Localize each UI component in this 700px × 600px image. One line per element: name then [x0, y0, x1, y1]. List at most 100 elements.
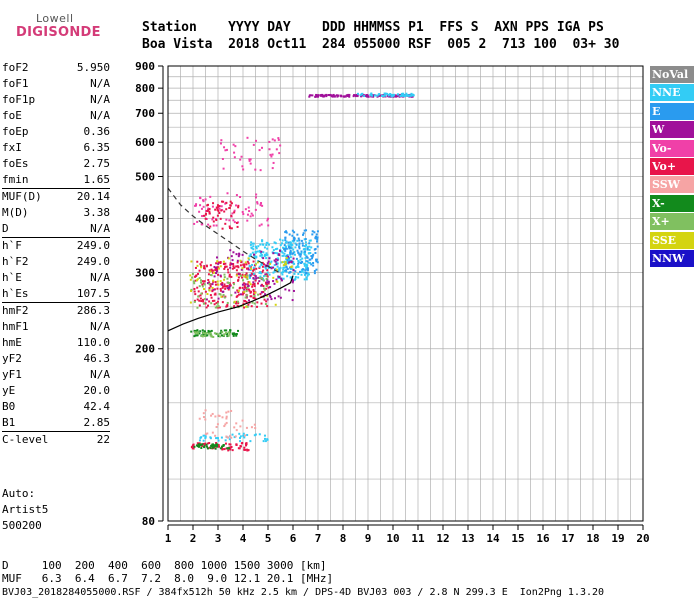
echo-point — [293, 237, 296, 240]
param-name: foF1 — [2, 77, 29, 90]
echo-point — [291, 299, 294, 302]
echo-point — [233, 305, 236, 308]
echo-point — [314, 95, 317, 98]
x-tick-label: 8 — [340, 532, 347, 545]
echo-point — [217, 443, 220, 446]
echo-point — [264, 267, 267, 270]
echo-point — [263, 287, 266, 290]
echo-point — [231, 433, 234, 436]
echo-point — [280, 277, 283, 280]
echo-point — [252, 269, 255, 272]
echo-point — [221, 157, 224, 160]
x-tick-label: 6 — [290, 532, 297, 545]
echo-point — [237, 289, 240, 292]
echo-point — [212, 220, 215, 223]
echo-point — [201, 223, 204, 226]
echo-point — [305, 271, 308, 274]
echo-point — [269, 262, 272, 265]
echo-point — [222, 285, 225, 288]
param-row: foEs 2.75 — [2, 156, 110, 172]
echo-point — [238, 273, 241, 276]
echo-point — [205, 212, 208, 215]
echo-point — [277, 138, 280, 141]
echo-point — [270, 155, 273, 158]
echo-point — [215, 272, 218, 275]
param-row: foF1 N/A — [2, 76, 110, 92]
echo-point — [198, 299, 201, 302]
echo-point — [244, 283, 247, 286]
echo-point — [250, 305, 253, 308]
echo-point — [207, 207, 210, 210]
echo-point — [254, 427, 257, 430]
echo-point — [246, 276, 249, 279]
echo-point — [280, 279, 283, 282]
echo-point — [272, 252, 275, 255]
echo-point — [201, 335, 204, 338]
echo-point — [306, 256, 309, 259]
echo-point — [201, 215, 204, 218]
echo-point — [285, 231, 288, 234]
echo-point — [243, 306, 246, 309]
echo-point — [289, 251, 292, 254]
echo-point — [212, 271, 215, 274]
echo-point — [201, 329, 204, 332]
echo-point — [245, 289, 248, 292]
echo-point — [237, 276, 240, 279]
echo-point — [239, 158, 242, 161]
echo-point — [249, 274, 252, 277]
echo-point — [261, 271, 264, 274]
echo-point — [282, 254, 285, 257]
y-tick-label: 200 — [135, 343, 155, 356]
echo-point — [242, 302, 245, 305]
legend-item-x: X+ — [650, 213, 694, 231]
echo-point — [217, 305, 220, 308]
echo-point — [217, 297, 220, 300]
echo-point — [262, 257, 265, 260]
echo-point — [228, 275, 231, 278]
echo-point — [286, 275, 289, 278]
echo-point — [310, 263, 313, 266]
file-info: BVJ03_2018284055000.RSF / 384fx512h 50 k… — [2, 587, 605, 598]
echo-point — [207, 223, 210, 226]
echo-point — [237, 293, 240, 296]
echo-point — [292, 248, 295, 251]
echo-point — [315, 258, 318, 261]
echo-point — [223, 273, 226, 276]
echo-point — [208, 287, 211, 290]
echo-point — [244, 296, 247, 299]
echo-point — [293, 272, 296, 275]
echo-point — [270, 298, 273, 301]
echo-point — [235, 194, 238, 197]
echo-point — [233, 156, 236, 159]
echo-point — [216, 208, 219, 211]
echo-point — [226, 332, 229, 335]
echo-point — [210, 444, 213, 447]
echo-point — [287, 258, 290, 261]
echo-point — [266, 253, 269, 256]
echo-point — [206, 442, 209, 445]
param-row: yF1 N/A — [2, 367, 110, 383]
echo-point — [293, 239, 296, 242]
echo-point — [197, 443, 200, 446]
echo-point — [282, 271, 285, 274]
echo-point — [274, 303, 277, 306]
echo-point — [285, 245, 288, 248]
echo-point — [246, 219, 249, 222]
echo-point — [195, 279, 198, 282]
echo-point — [258, 276, 261, 279]
echo-point — [301, 260, 304, 263]
echo-point — [228, 225, 231, 228]
param-row: hmF1 N/A — [2, 319, 110, 335]
echo-point — [316, 238, 319, 241]
param-row: hmE 110.0 — [2, 335, 110, 351]
echo-point — [215, 269, 218, 272]
y-tick-label: 900 — [135, 60, 155, 73]
echo-point — [249, 243, 252, 246]
echo-point — [289, 266, 292, 269]
echo-point — [294, 242, 297, 245]
echo-point — [212, 288, 215, 291]
echo-point — [250, 212, 253, 215]
echo-point — [254, 297, 257, 300]
echo-point — [266, 242, 269, 245]
echo-point — [193, 329, 196, 332]
